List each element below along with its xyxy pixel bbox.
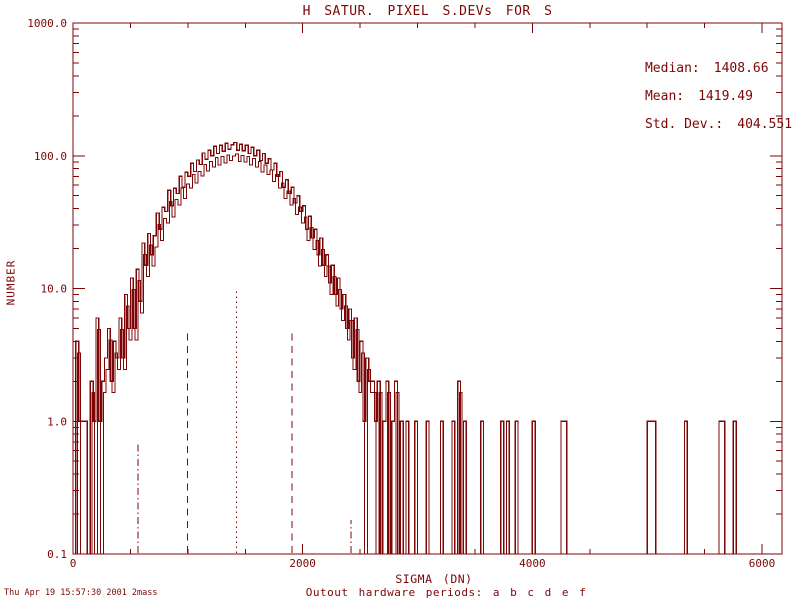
- x-axis-tick-label: 4000: [519, 557, 546, 570]
- stat-stddev-label: Std. Dev.:: [644, 117, 724, 132]
- x-axis-title: SIGMA (DN): [395, 572, 473, 586]
- stat-median-label: Median:: [644, 61, 700, 76]
- y-axis-tick-label: 10.0: [41, 283, 68, 296]
- stat-stddev-value: 404.551: [737, 117, 793, 132]
- stat-mean-value: 1419.49: [698, 89, 753, 104]
- stat-median: Median: 1408.66: [598, 46, 792, 76]
- chart-title: H SATUR. PIXEL S.DEVs FOR S: [302, 4, 553, 19]
- stat-mean: Mean: 1419.49: [598, 74, 792, 104]
- y-axis-tick-label: 0.1: [47, 548, 67, 561]
- histogram-step-series-overlay: [74, 153, 776, 555]
- stats-panel: Median: 1408.66 Mean: 1419.49 Std. Dev.: 40…: [598, 46, 793, 132]
- y-axis-title: NUMBER: [4, 259, 18, 306]
- stat-mean-label: Mean:: [644, 89, 685, 104]
- y-axis-tick-label: 1000.0: [27, 17, 67, 30]
- y-axis-tick-label: 100.0: [34, 150, 67, 163]
- x-axis-tick-label: 6000: [749, 557, 776, 570]
- stat-stddev: Std. Dev.: 404.551: [598, 102, 793, 132]
- plot-timestamp: Thu Apr 19 15:57:30 2001 2mass: [4, 588, 158, 598]
- x-axis-tick-label: 0: [70, 557, 77, 570]
- y-axis-tick-label: 1.0: [47, 415, 67, 428]
- x-axis-tick-label: 2000: [289, 557, 316, 570]
- hardware-periods-caption: Outout hardware periods: a b c d e f: [305, 586, 587, 599]
- stat-median-value: 1408.66: [713, 61, 769, 76]
